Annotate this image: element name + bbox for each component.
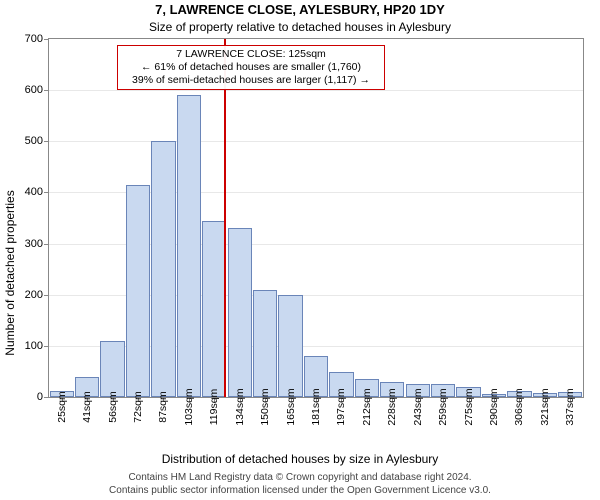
histogram-bar — [253, 290, 277, 397]
x-tick-label: 165sqm — [285, 388, 297, 425]
x-tick-label: 290sqm — [488, 388, 500, 425]
attribution-text: Contains HM Land Registry data © Crown c… — [0, 472, 600, 497]
x-tick-label: 150sqm — [259, 388, 271, 425]
x-tick-label: 275sqm — [463, 388, 475, 425]
x-tick-label: 197sqm — [335, 388, 347, 425]
y-axis-label: Number of detached properties — [3, 190, 17, 355]
reference-line — [224, 39, 226, 397]
x-tick-label: 41sqm — [81, 391, 93, 423]
x-tick-label: 134sqm — [234, 388, 246, 425]
histogram-bar — [228, 228, 252, 397]
x-tick-label: 306sqm — [513, 388, 525, 425]
y-tick-label: 200 — [15, 289, 43, 301]
callout-line: ← 61% of detached houses are smaller (1,… — [122, 61, 380, 74]
callout-line: 7 LAWRENCE CLOSE: 125sqm — [122, 48, 380, 61]
y-tick-label: 700 — [15, 33, 43, 45]
y-tick-label: 300 — [15, 238, 43, 250]
y-tick-label: 100 — [15, 340, 43, 352]
y-tick-label: 0 — [15, 391, 43, 403]
callout-line: 39% of semi-detached houses are larger (… — [122, 74, 380, 87]
y-tick-label: 400 — [15, 186, 43, 198]
histogram-bar — [202, 221, 226, 397]
histogram-bar — [126, 185, 150, 397]
x-tick-label: 337sqm — [564, 388, 576, 425]
histogram-plot: 010020030040050060070025sqm41sqm56sqm72s… — [48, 38, 584, 398]
x-tick-label: 119sqm — [208, 389, 220, 426]
y-tick-label: 600 — [15, 84, 43, 96]
x-tick-label: 212sqm — [361, 388, 373, 425]
attribution-line-1: Contains HM Land Registry data © Crown c… — [0, 472, 600, 485]
histogram-bar — [100, 341, 124, 397]
x-tick-label: 321sqm — [539, 388, 551, 425]
histogram-bar — [151, 141, 175, 397]
x-tick-label: 56sqm — [107, 391, 119, 423]
x-tick-label: 259sqm — [437, 388, 449, 425]
callout-box: 7 LAWRENCE CLOSE: 125sqm← 61% of detache… — [117, 45, 385, 90]
x-tick-label: 72sqm — [132, 391, 144, 423]
page-title: 7, LAWRENCE CLOSE, AYLESBURY, HP20 1DY — [0, 2, 600, 17]
x-tick-label: 228sqm — [386, 388, 398, 425]
x-tick-label: 103sqm — [183, 388, 195, 425]
x-axis-label: Distribution of detached houses by size … — [0, 452, 600, 466]
page-subtitle: Size of property relative to detached ho… — [0, 20, 600, 34]
histogram-bar — [177, 95, 201, 397]
x-tick-label: 25sqm — [56, 391, 68, 423]
histogram-bar — [278, 295, 302, 397]
x-tick-label: 243sqm — [412, 388, 424, 425]
attribution-line-2: Contains public sector information licen… — [0, 485, 600, 498]
x-tick-label: 181sqm — [310, 388, 322, 425]
y-tick-label: 500 — [15, 135, 43, 147]
x-tick-label: 87sqm — [157, 391, 169, 423]
